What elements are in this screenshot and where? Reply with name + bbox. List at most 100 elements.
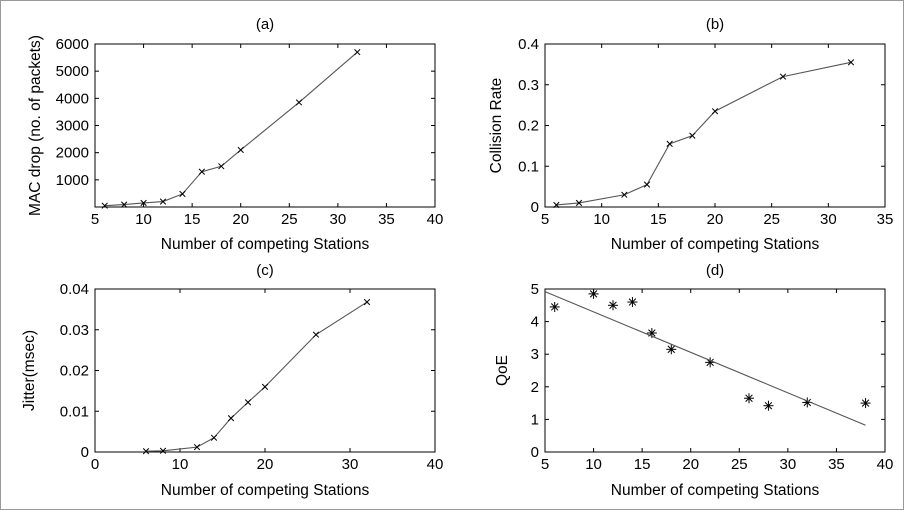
x-tick-label: 40 xyxy=(877,456,894,473)
data-point xyxy=(643,181,651,188)
y-tick-label: 2000 xyxy=(56,145,89,162)
x-tick-label: 15 xyxy=(184,211,201,228)
axes-box xyxy=(94,43,436,208)
y-tick-label: 1000 xyxy=(56,172,89,189)
y-tick-label: 6000 xyxy=(56,36,89,53)
chart-panel-d: 5 10 15 20 25 30 35 40 0 1 2 3 4 5 (d) Number of compet… xyxy=(494,262,893,499)
x-tick-label: 5 xyxy=(91,211,99,228)
y-tick-label: 0 xyxy=(531,444,539,461)
y-tick-label: 3 xyxy=(531,346,539,363)
y-tick-label: 0.3 xyxy=(518,77,539,94)
x-axis-label: Number of competing Stations xyxy=(161,482,370,499)
x-tick-label: 10 xyxy=(172,456,189,473)
chart-title: (b) xyxy=(706,16,724,33)
y-axis-label: Collision Rate xyxy=(488,78,505,174)
y-tick-label: 1 xyxy=(531,411,539,428)
data-point xyxy=(689,132,696,139)
data-point xyxy=(295,99,303,106)
data-point xyxy=(140,199,147,207)
data-point xyxy=(159,198,167,205)
y-axis-label: QoE xyxy=(494,355,511,386)
x-axis-label: Number of competing Stations xyxy=(161,236,370,253)
data-point xyxy=(142,448,150,455)
data-point xyxy=(261,383,269,390)
y-tick-label: 2 xyxy=(531,379,539,396)
chart-title: (a) xyxy=(256,16,274,33)
y-tick-label: 0.1 xyxy=(518,158,539,175)
series-line xyxy=(145,301,368,452)
x-axis-label: Number of competing Stations xyxy=(611,482,820,499)
x-tick-label: 15 xyxy=(634,456,651,473)
chart-panel-c: 0 10 20 30 40 0 0.01 0.02 0.03 0.04 (c) Number of c… xyxy=(21,262,443,499)
x-tick-label: 20 xyxy=(707,211,724,228)
data-point xyxy=(666,140,673,147)
x-tick-label: 5 xyxy=(541,211,549,228)
y-axis-label: Jitter(msec) xyxy=(21,330,38,411)
data-point xyxy=(763,400,774,411)
data-point xyxy=(312,331,320,338)
data-point xyxy=(779,73,787,80)
x-tick-label: 40 xyxy=(427,211,444,228)
trend-line xyxy=(544,291,866,426)
y-tick-label: 0.04 xyxy=(60,281,89,298)
y-tick-label: 0.01 xyxy=(60,403,89,420)
y-tick-label: 0 xyxy=(531,199,539,216)
y-tick-label: 0 xyxy=(81,444,89,461)
data-point xyxy=(218,163,225,170)
data-point xyxy=(237,146,244,154)
x-axis-label: Number of competing Stations xyxy=(611,236,820,253)
x-tick-label: 15 xyxy=(650,211,667,228)
x-tick-label: 30 xyxy=(820,211,837,228)
data-point xyxy=(666,344,677,355)
data-point xyxy=(244,399,252,406)
data-point xyxy=(711,108,719,115)
x-tick-label: 30 xyxy=(780,456,797,473)
x-tick-label: 25 xyxy=(763,211,780,228)
y-tick-label: 4 xyxy=(531,314,539,331)
series-line xyxy=(556,61,852,206)
chart-title: (c) xyxy=(256,262,274,279)
data-point xyxy=(575,199,583,207)
data-point xyxy=(860,398,871,409)
x-tick-label: 30 xyxy=(330,211,347,228)
x-tick-label: 25 xyxy=(731,456,748,473)
x-tick-label: 35 xyxy=(877,211,894,228)
data-point xyxy=(549,301,560,312)
x-tick-label: 30 xyxy=(342,456,359,473)
x-tick-label: 20 xyxy=(232,211,249,228)
y-tick-label: 0.2 xyxy=(518,118,539,135)
x-tick-label: 20 xyxy=(257,456,274,473)
y-tick-label: 3000 xyxy=(56,118,89,135)
data-point xyxy=(627,297,638,308)
data-point xyxy=(159,447,167,454)
data-point xyxy=(553,201,560,209)
chart-panel-b: 5 10 15 20 25 30 35 0 0.1 0.2 0.3 0.4 (b) Number of c… xyxy=(488,16,893,253)
axes-box xyxy=(544,288,886,453)
y-tick-label: 0.4 xyxy=(518,36,539,53)
data-point xyxy=(210,434,218,441)
data-point xyxy=(363,298,371,306)
data-point xyxy=(227,415,235,422)
series-line xyxy=(104,51,358,207)
data-point xyxy=(608,300,618,311)
x-tick-label: 20 xyxy=(682,456,699,473)
axes-box xyxy=(94,288,436,453)
data-point xyxy=(354,48,361,56)
x-tick-label: 10 xyxy=(593,211,610,228)
data-point xyxy=(198,168,206,175)
chart-title: (d) xyxy=(706,262,724,279)
axes-box xyxy=(544,43,886,208)
data-point xyxy=(193,443,201,451)
data-point xyxy=(847,59,855,66)
y-tick-label: 0.02 xyxy=(60,363,89,380)
y-tick-label: 5 xyxy=(531,281,539,298)
data-point xyxy=(179,190,186,198)
x-tick-label: 25 xyxy=(281,211,298,228)
x-tick-label: 5 xyxy=(541,456,549,473)
x-tick-label: 10 xyxy=(585,456,602,473)
data-point xyxy=(588,288,599,299)
x-tick-label: 10 xyxy=(135,211,152,228)
y-axis-label: MAC drop (no. of packets) xyxy=(27,35,44,216)
